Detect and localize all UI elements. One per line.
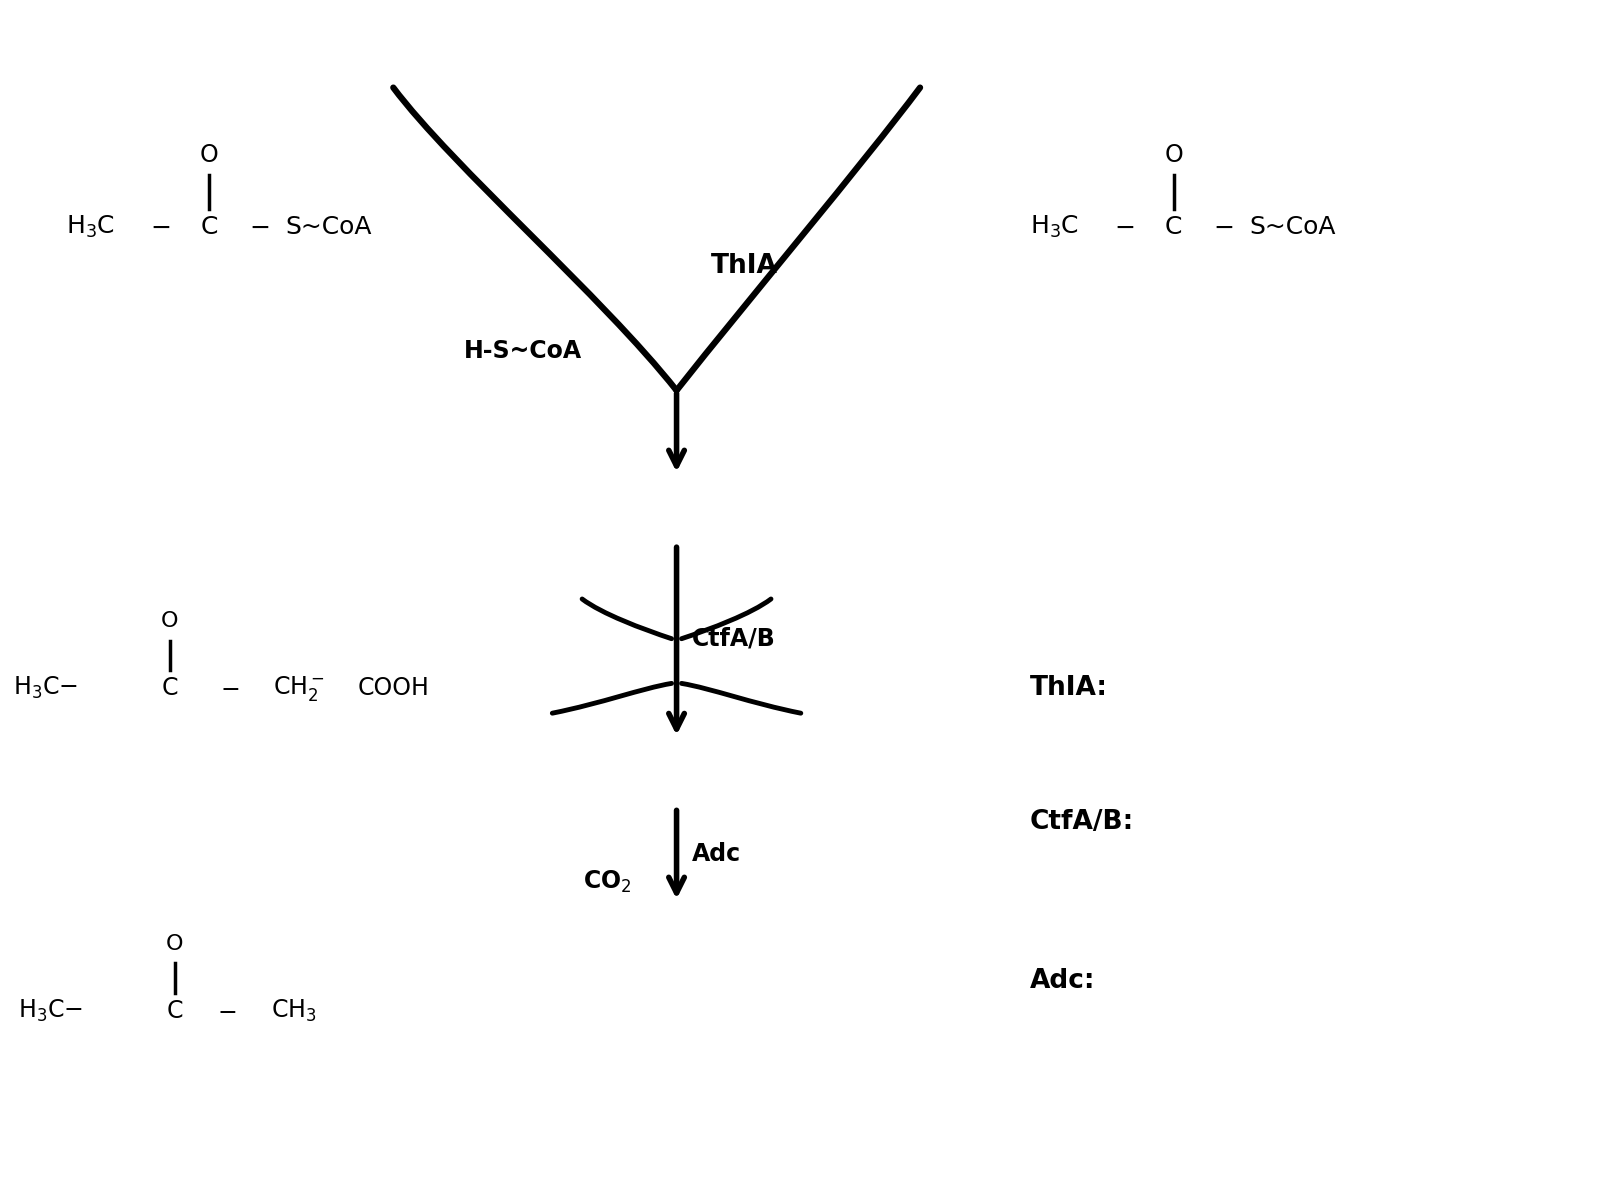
- Text: $-$: $-$: [220, 676, 239, 701]
- Text: H$_3$C$-$: H$_3$C$-$: [18, 998, 82, 1024]
- Text: $-$: $-$: [1114, 215, 1133, 239]
- Text: H-S~CoA: H-S~CoA: [463, 339, 581, 363]
- Text: H$_3$C: H$_3$C: [66, 214, 115, 240]
- Text: C: C: [1164, 215, 1181, 239]
- Text: CH$_2^-$: CH$_2^-$: [273, 673, 324, 703]
- Text: S~CoA: S~CoA: [1249, 215, 1335, 239]
- Text: Adc:: Adc:: [1028, 968, 1094, 995]
- Text: $-$: $-$: [249, 215, 270, 239]
- Text: CtfA/B:: CtfA/B:: [1028, 810, 1133, 836]
- Text: CH$_3$: CH$_3$: [271, 998, 316, 1024]
- Text: $-$: $-$: [1212, 215, 1233, 239]
- Text: C: C: [200, 215, 218, 239]
- Text: C: C: [166, 999, 182, 1023]
- Text: H$_3$C: H$_3$C: [1030, 214, 1078, 240]
- Text: $-$: $-$: [216, 999, 236, 1023]
- Text: ThIA:: ThIA:: [1028, 676, 1107, 701]
- Text: COOH: COOH: [357, 676, 429, 701]
- Text: Adc: Adc: [691, 842, 741, 866]
- Text: O: O: [1164, 143, 1181, 167]
- Text: $-$: $-$: [150, 215, 169, 239]
- Text: C: C: [161, 676, 178, 701]
- Text: CtfA/B: CtfA/B: [691, 627, 775, 651]
- Text: ThIA: ThIA: [710, 253, 778, 279]
- Text: CO$_2$: CO$_2$: [583, 869, 631, 896]
- Text: S~CoA: S~CoA: [286, 215, 371, 239]
- Text: O: O: [161, 611, 178, 630]
- Text: H$_3$C$-$: H$_3$C$-$: [13, 676, 77, 701]
- Text: O: O: [166, 934, 184, 954]
- Text: O: O: [200, 143, 218, 167]
